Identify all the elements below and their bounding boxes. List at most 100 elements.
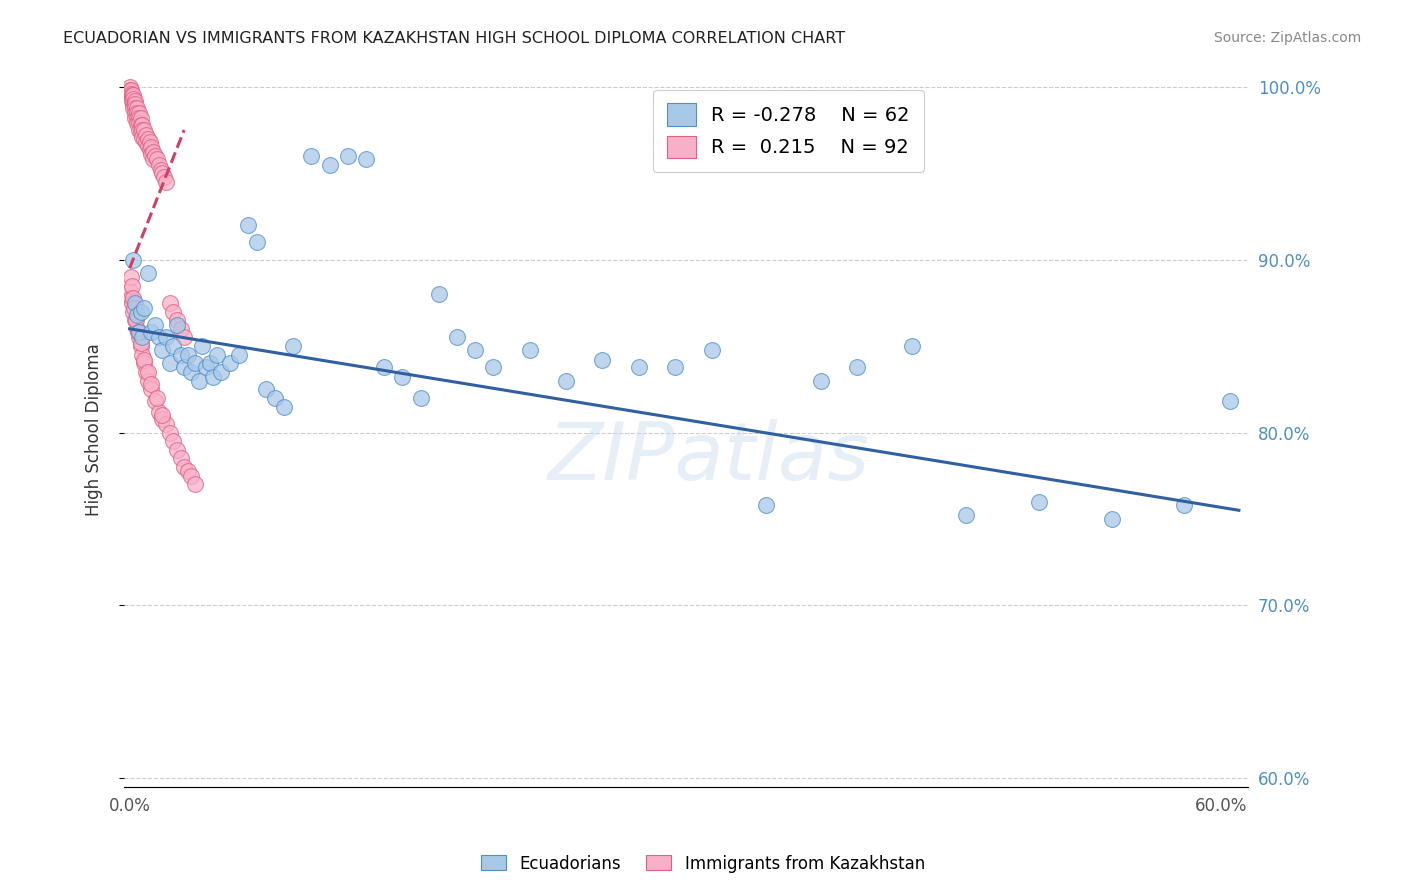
- Point: [142, 153, 165, 167]
- Point: [131, 330, 153, 344]
- Legend: R = -0.278    N = 62, R =  0.215    N = 92: R = -0.278 N = 62, R = 0.215 N = 92: [654, 90, 924, 171]
- Point: [135, 365, 157, 379]
- Point: [148, 405, 170, 419]
- Point: [146, 391, 169, 405]
- Text: Source: ZipAtlas.com: Source: ZipAtlas.com: [1213, 31, 1361, 45]
- Point: [150, 408, 173, 422]
- Point: [122, 88, 145, 103]
- Point: [125, 116, 148, 130]
- Point: [131, 118, 153, 132]
- Point: [120, 269, 142, 284]
- Point: [169, 322, 191, 336]
- Point: [124, 94, 146, 108]
- Point: [134, 356, 156, 370]
- Point: [125, 105, 148, 120]
- Point: [173, 460, 195, 475]
- Point: [141, 325, 163, 339]
- Point: [336, 149, 359, 163]
- Point: [136, 267, 159, 281]
- Point: [125, 308, 148, 322]
- Point: [128, 123, 150, 137]
- Point: [136, 374, 159, 388]
- Point: [129, 118, 152, 132]
- Point: [146, 153, 169, 167]
- Point: [135, 135, 157, 149]
- Point: [218, 356, 240, 370]
- Point: [900, 339, 922, 353]
- Point: [1173, 498, 1195, 512]
- Point: [409, 391, 432, 405]
- Point: [143, 318, 166, 333]
- Point: [148, 158, 170, 172]
- Point: [1028, 494, 1050, 508]
- Point: [148, 330, 170, 344]
- Point: [184, 356, 207, 370]
- Point: [134, 352, 156, 367]
- Point: [120, 291, 142, 305]
- Point: [169, 451, 191, 466]
- Point: [121, 296, 143, 310]
- Point: [482, 359, 505, 374]
- Point: [128, 330, 150, 344]
- Point: [120, 83, 142, 97]
- Point: [149, 162, 172, 177]
- Point: [177, 463, 200, 477]
- Point: [121, 90, 143, 104]
- Point: [169, 348, 191, 362]
- Point: [187, 374, 209, 388]
- Point: [136, 138, 159, 153]
- Point: [129, 339, 152, 353]
- Legend: Ecuadorians, Immigrants from Kazakhstan: Ecuadorians, Immigrants from Kazakhstan: [475, 848, 931, 880]
- Point: [664, 359, 686, 374]
- Point: [124, 111, 146, 125]
- Point: [138, 142, 160, 156]
- Point: [125, 322, 148, 336]
- Point: [143, 149, 166, 163]
- Point: [121, 291, 143, 305]
- Point: [846, 359, 869, 374]
- Point: [150, 343, 173, 357]
- Point: [955, 508, 977, 523]
- Point: [150, 411, 173, 425]
- Point: [228, 348, 250, 362]
- Point: [122, 301, 145, 315]
- Point: [120, 83, 142, 97]
- Point: [134, 123, 156, 137]
- Point: [143, 394, 166, 409]
- Point: [166, 318, 188, 333]
- Point: [120, 284, 142, 298]
- Point: [153, 169, 176, 184]
- Point: [202, 370, 225, 384]
- Point: [124, 101, 146, 115]
- Point: [138, 135, 160, 149]
- Point: [159, 425, 181, 440]
- Point: [141, 382, 163, 396]
- Point: [125, 313, 148, 327]
- Point: [131, 130, 153, 145]
- Point: [159, 296, 181, 310]
- Point: [427, 287, 450, 301]
- Point: [129, 304, 152, 318]
- Point: [136, 365, 159, 379]
- Point: [131, 123, 153, 137]
- Y-axis label: High School Diploma: High School Diploma: [86, 343, 103, 516]
- Point: [120, 79, 142, 94]
- Point: [180, 468, 202, 483]
- Point: [391, 370, 413, 384]
- Point: [283, 339, 305, 353]
- Point: [198, 356, 221, 370]
- Point: [124, 97, 146, 112]
- Point: [166, 313, 188, 327]
- Point: [121, 88, 143, 103]
- Point: [128, 325, 150, 339]
- Point: [124, 313, 146, 327]
- Point: [129, 111, 152, 125]
- Point: [141, 140, 163, 154]
- Point: [173, 359, 195, 374]
- Point: [191, 339, 214, 353]
- Point: [194, 359, 217, 374]
- Point: [446, 330, 468, 344]
- Point: [159, 356, 181, 370]
- Point: [127, 325, 149, 339]
- Point: [464, 343, 486, 357]
